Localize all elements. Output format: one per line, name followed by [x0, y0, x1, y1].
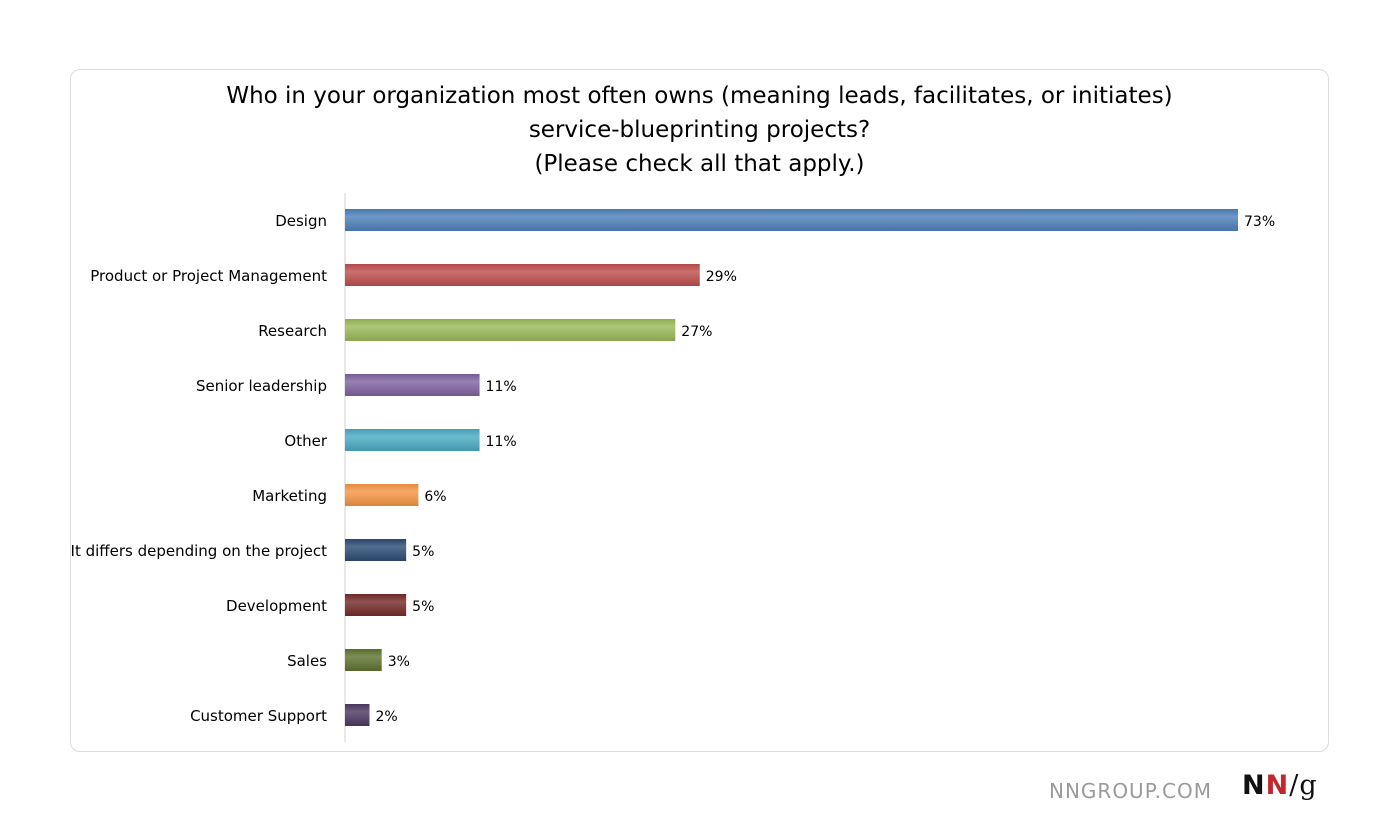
data-label: 11% — [486, 379, 517, 395]
data-label: 11% — [486, 434, 517, 450]
bar — [345, 539, 407, 561]
logo-n2: N — [1265, 770, 1290, 801]
bar — [345, 264, 700, 286]
chart-title: Who in your organization most often owns… — [70, 79, 1329, 181]
category-label: Sales — [287, 652, 327, 670]
bar — [345, 594, 407, 616]
logo-slash-g: /g — [1289, 770, 1318, 801]
data-label: 27% — [681, 324, 712, 340]
category-label: Marketing — [252, 487, 327, 505]
chart-title-line-2: service-blueprinting projects? — [528, 117, 871, 143]
data-label: 6% — [424, 489, 446, 505]
bar — [345, 429, 480, 451]
category-label: Design — [275, 212, 327, 230]
chart-title-line-3: (Please check all that apply.) — [534, 151, 865, 177]
category-label: Research — [258, 322, 327, 340]
bar — [345, 649, 382, 671]
chart-card — [70, 69, 1329, 752]
data-label: 5% — [412, 599, 434, 615]
bars-group: Design 73% Product or Project Management 29… — [71, 209, 1275, 726]
chart-title-line-1: Who in your organization most often owns… — [226, 83, 1173, 109]
bar — [345, 484, 419, 506]
bar — [345, 209, 1238, 231]
category-label: It differs depending on the project — [71, 542, 328, 560]
category-label: Other — [284, 432, 327, 450]
data-label: 29% — [706, 269, 737, 285]
category-label: Development — [226, 597, 327, 615]
category-label: Customer Support — [190, 707, 327, 725]
category-label: Product or Project Management — [90, 267, 327, 285]
bar — [345, 319, 676, 341]
data-label: 2% — [375, 709, 397, 725]
data-label: 3% — [388, 654, 410, 670]
data-label: 73% — [1244, 214, 1275, 230]
category-label: Senior leadership — [196, 377, 327, 395]
footer-site-url[interactable]: NNGROUP.COM — [1049, 779, 1212, 803]
bar — [345, 374, 480, 396]
data-label: 5% — [412, 544, 434, 560]
bar — [345, 704, 370, 726]
logo-n1: N — [1242, 770, 1266, 801]
nng-logo[interactable]: NN/g — [1242, 770, 1318, 801]
